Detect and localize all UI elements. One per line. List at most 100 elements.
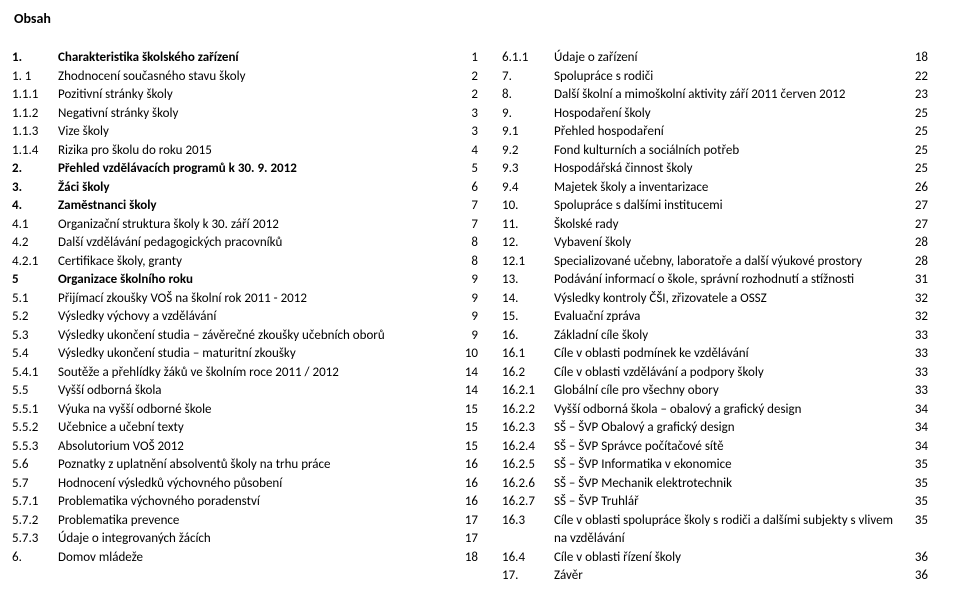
toc-page: 5 (452, 160, 480, 179)
toc-row: 1.1.3Vize školy3 (10, 123, 480, 142)
toc-row: 13.Podávání informací o škole, správní r… (500, 271, 930, 290)
toc-row: 5.5.2Učebnice a učební texty15 (10, 419, 480, 438)
toc-number: 12.1 (500, 253, 552, 272)
toc-page: 3 (452, 123, 480, 142)
toc-page: 28 (902, 234, 930, 253)
toc-number: 16.2.4 (500, 438, 552, 457)
toc-page: 27 (902, 216, 930, 235)
toc-row: 1.1.4Rizika pro školu do roku 20154 (10, 142, 480, 161)
toc-page: 35 (902, 493, 930, 512)
toc-text: Vize školy (56, 123, 452, 142)
toc-text: Rizika pro školu do roku 2015 (56, 142, 452, 161)
page: Obsah 1.Charakteristika školského zaříze… (0, 0, 960, 602)
toc-text: Pozitivní stránky školy (56, 86, 452, 105)
toc-text: Údaje o integrovaných žácích (56, 530, 452, 549)
toc-page: 33 (902, 345, 930, 364)
toc-page: 1 (452, 49, 480, 68)
toc-row: 9.3Hospodářská činnost školy25 (500, 160, 930, 179)
toc-page: 2 (452, 68, 480, 87)
toc-row: 12.1Specializované učebny, laboratoře a … (500, 253, 930, 272)
toc-row: 1.1.1Pozitivní stránky školy2 (10, 86, 480, 105)
toc-row: 5.5.3Absolutorium VOŠ 201215 (10, 438, 480, 457)
toc-number: 1.1.2 (10, 105, 56, 124)
toc-text: Další školní a mimoškolní aktivity září … (552, 86, 902, 105)
toc-number: 6.1.1 (500, 49, 552, 68)
toc-text: Charakteristika školského zařízení (56, 49, 452, 68)
toc-row: 6.1.1Údaje o zařízení18 (500, 49, 930, 68)
toc-number: 5.7.2 (10, 512, 56, 531)
toc-row: 1. 1Zhodnocení současného stavu školy2 (10, 68, 480, 87)
toc-text: Cíle v oblasti podmínek ke vzdělávání (552, 345, 902, 364)
toc-page: 14 (452, 382, 480, 401)
toc-row: 5Organizace školního roku9 (10, 271, 480, 290)
toc-text: Specializované učebny, laboratoře a dalš… (552, 253, 902, 272)
toc-row: 1.Charakteristika školského zařízení1 (10, 49, 480, 68)
toc-right-table: 6.1.1Údaje o zařízení187.Spolupráce s ro… (500, 49, 930, 586)
toc-page: 34 (902, 438, 930, 457)
toc-row: 5.4Výsledky ukončení studia – maturitní … (10, 345, 480, 364)
toc-number: 4.1 (10, 216, 56, 235)
toc-page: 18 (452, 549, 480, 568)
toc-text: Majetek školy a inventarizace (552, 179, 902, 198)
toc-text: Hospodářská činnost školy (552, 160, 902, 179)
toc-number: 16.4 (500, 549, 552, 568)
toc-text: Spolupráce s dalšími institucemi (552, 197, 902, 216)
toc-row: 16.2.3SŠ – ŠVP Obalový a grafický design… (500, 419, 930, 438)
toc-row: 9.4Majetek školy a inventarizace26 (500, 179, 930, 198)
toc-page: 10 (452, 345, 480, 364)
toc-number: 5.3 (10, 327, 56, 346)
toc-text: Zaměstnanci školy (56, 197, 452, 216)
toc-page: 8 (452, 253, 480, 272)
toc-number: 16.3 (500, 512, 552, 549)
toc-page: 33 (902, 364, 930, 383)
toc-number: 5.5 (10, 382, 56, 401)
toc-page: 9 (452, 271, 480, 290)
toc-row: 16.2.6SŠ – ŠVP Mechanik elektrotechnik35 (500, 475, 930, 494)
toc-text: Negativní stránky školy (56, 105, 452, 124)
toc-page: 3 (452, 105, 480, 124)
toc-text: Organizační struktura školy k 30. září 2… (56, 216, 452, 235)
toc-text: Cíle v oblasti vzdělávání a podpory škol… (552, 364, 902, 383)
toc-text: Soutěže a přehlídky žáků ve školním roce… (56, 364, 452, 383)
toc-row: 16.2.7SŠ – ŠVP Truhlář35 (500, 493, 930, 512)
toc-row: 17.Závěr36 (500, 567, 930, 586)
toc-number: 5.2 (10, 308, 56, 327)
toc-number: 16.2.6 (500, 475, 552, 494)
toc-number: 12. (500, 234, 552, 253)
toc-page: 34 (902, 419, 930, 438)
toc-page: 25 (902, 142, 930, 161)
toc-page: 25 (902, 123, 930, 142)
toc-page: 33 (902, 327, 930, 346)
toc-text: SŠ – ŠVP Obalový a grafický design (552, 419, 902, 438)
toc-text: Základní cíle školy (552, 327, 902, 346)
toc-page: 4 (452, 142, 480, 161)
toc-number: 5.7.1 (10, 493, 56, 512)
toc-row: 16.2.5SŠ – ŠVP Informatika v ekonomice35 (500, 456, 930, 475)
toc-text: Fond kulturních a sociálních potřeb (552, 142, 902, 161)
toc-number: 16. (500, 327, 552, 346)
page-title: Obsah (14, 10, 930, 27)
toc-text: Spolupráce s rodiči (552, 68, 902, 87)
toc-page: 9 (452, 308, 480, 327)
toc-page: 9 (452, 290, 480, 309)
toc-number: 8. (500, 86, 552, 105)
toc-row: 11.Školské rady27 (500, 216, 930, 235)
toc-page: 6 (452, 179, 480, 198)
toc-text: SŠ – ŠVP Informatika v ekonomice (552, 456, 902, 475)
toc-row: 12.Vybavení školy28 (500, 234, 930, 253)
toc-number: 5.4.1 (10, 364, 56, 383)
toc-row: 5.2Výsledky výchovy a vzdělávání9 (10, 308, 480, 327)
toc-number: 1. 1 (10, 68, 56, 87)
toc-number: 5.1 (10, 290, 56, 309)
toc-row: 5.7.2Problematika prevence17 (10, 512, 480, 531)
toc-row: 5.6Poznatky z uplatnění absolventů školy… (10, 456, 480, 475)
toc-text: Další vzdělávání pedagogických pracovník… (56, 234, 452, 253)
toc-row: 4.2Další vzdělávání pedagogických pracov… (10, 234, 480, 253)
toc-page: 31 (902, 271, 930, 290)
toc-number: 5.4 (10, 345, 56, 364)
toc-number: 9. (500, 105, 552, 124)
toc-page: 18 (902, 49, 930, 68)
toc-page: 32 (902, 308, 930, 327)
toc-number: 6. (10, 549, 56, 568)
toc-row: 16.2Cíle v oblasti vzdělávání a podpory … (500, 364, 930, 383)
